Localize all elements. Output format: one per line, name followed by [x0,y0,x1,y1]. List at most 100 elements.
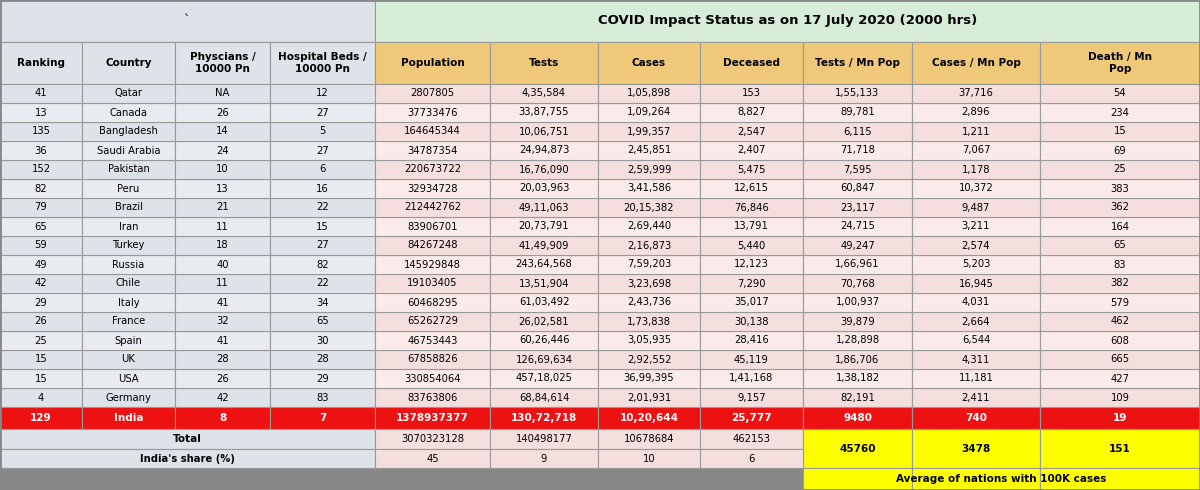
Bar [700,42,803,84]
Bar [700,103,803,122]
Text: 42: 42 [35,278,47,289]
Text: 69: 69 [1114,146,1127,155]
Bar [1040,369,1200,388]
Bar [598,274,700,293]
Bar [490,331,598,350]
Text: 1,66,961: 1,66,961 [835,260,880,270]
Text: 8: 8 [218,413,226,423]
Bar [1040,217,1200,236]
Bar [175,350,270,369]
Text: 16: 16 [316,183,329,194]
Text: 21: 21 [216,202,229,213]
Bar [803,350,912,369]
Text: 212442762: 212442762 [404,202,461,213]
Text: Hospital Beds /
10000 Pn: Hospital Beds / 10000 Pn [278,52,367,74]
Bar [374,407,490,429]
Bar [270,84,374,103]
Bar [0,141,82,160]
Text: 41: 41 [35,89,47,98]
Bar [598,388,700,407]
Text: 65: 65 [316,317,329,326]
Bar [0,122,82,141]
Text: 6: 6 [749,454,755,464]
Text: 9480: 9480 [842,413,872,423]
Text: 164645344: 164645344 [404,126,461,137]
Bar [82,407,175,429]
Bar [374,141,490,160]
Bar [700,369,803,388]
Bar [803,84,912,103]
Bar [803,42,912,84]
Text: 45,119: 45,119 [734,354,769,365]
Text: 25: 25 [35,336,47,345]
Text: 427: 427 [1110,373,1129,384]
Bar [374,350,490,369]
Bar [374,293,490,312]
Bar [270,369,374,388]
Bar [490,274,598,293]
Text: 10,06,751: 10,06,751 [518,126,569,137]
Text: Turkey: Turkey [113,241,145,250]
Text: 1,38,182: 1,38,182 [835,373,880,384]
Bar [803,312,912,331]
Bar [374,198,490,217]
Bar [598,312,700,331]
Bar [374,217,490,236]
Text: 15: 15 [316,221,329,231]
Text: 152: 152 [31,165,50,174]
Text: Tests / Mn Pop: Tests / Mn Pop [815,58,900,68]
Text: 5: 5 [319,126,325,137]
Text: 1,28,898: 1,28,898 [835,336,880,345]
Bar [374,179,490,198]
Text: 2,59,999: 2,59,999 [626,165,671,174]
Text: 2,547: 2,547 [737,126,766,137]
Bar [175,407,270,429]
Bar [912,198,1040,217]
Text: 12: 12 [316,89,329,98]
Bar [0,160,82,179]
Bar [803,293,912,312]
Bar [374,122,490,141]
Text: 11: 11 [216,278,229,289]
Bar [1040,141,1200,160]
Bar [175,274,270,293]
Bar [270,103,374,122]
Bar [374,0,1200,42]
Text: 13: 13 [35,107,47,118]
Text: Average of nations with 100K cases: Average of nations with 100K cases [896,474,1106,484]
Text: 33,87,755: 33,87,755 [518,107,569,118]
Text: COVID Impact Status as on 17 July 2020 (2000 hrs): COVID Impact Status as on 17 July 2020 (… [598,15,977,27]
Bar [803,369,912,388]
Text: Germany: Germany [106,392,151,402]
Text: 82,191: 82,191 [840,392,875,402]
Bar [175,103,270,122]
Text: 65: 65 [1114,241,1127,250]
Bar [270,255,374,274]
Text: 15: 15 [1114,126,1127,137]
Bar [175,141,270,160]
Text: Ranking: Ranking [17,58,65,68]
Text: 32934728: 32934728 [407,183,457,194]
Text: 37733476: 37733476 [407,107,457,118]
Text: 2,664: 2,664 [961,317,990,326]
Text: 3,211: 3,211 [961,221,990,231]
Text: 2,407: 2,407 [737,146,766,155]
Bar [0,429,374,449]
Bar [490,388,598,407]
Text: 9,487: 9,487 [962,202,990,213]
Text: 82: 82 [316,260,329,270]
Bar [912,160,1040,179]
Bar [598,160,700,179]
Bar [0,449,374,468]
Bar [175,198,270,217]
Text: 46753443: 46753443 [407,336,457,345]
Text: 3478: 3478 [961,443,991,454]
Text: 2,896: 2,896 [961,107,990,118]
Bar [175,312,270,331]
Bar [82,255,175,274]
Text: 6,544: 6,544 [962,336,990,345]
Bar [490,350,598,369]
Text: 49,11,063: 49,11,063 [518,202,569,213]
Bar [598,179,700,198]
Bar [803,331,912,350]
